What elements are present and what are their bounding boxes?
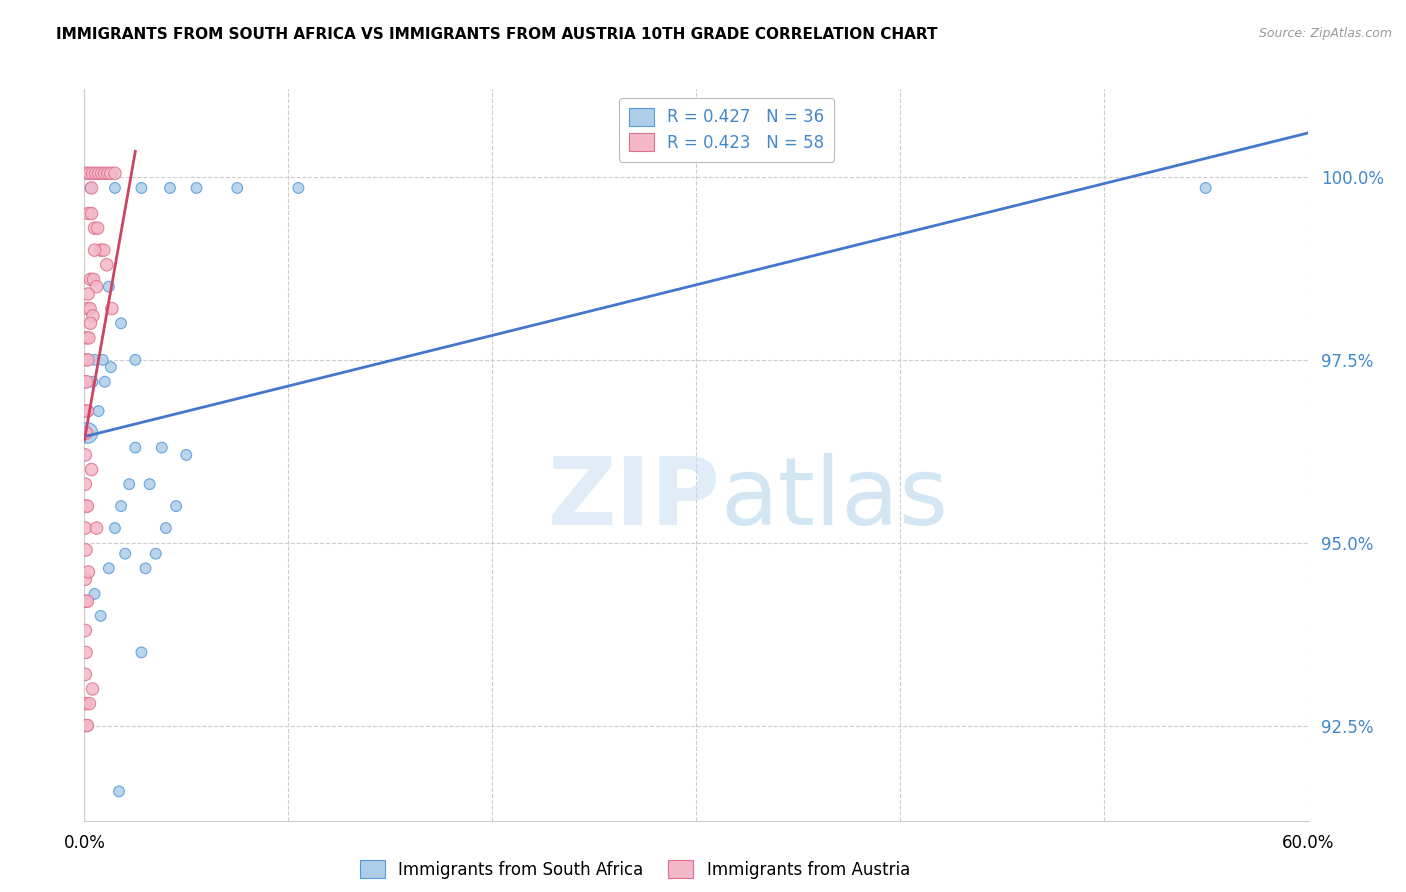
Point: [82, 681, 104, 696]
Point: [104, 166, 127, 180]
Point: [79, 166, 101, 180]
Point: [87, 404, 110, 418]
Point: [83, 272, 105, 286]
Point: [93, 243, 115, 257]
Legend: Immigrants from South Africa, Immigrants from Austria: Immigrants from South Africa, Immigrants…: [353, 854, 917, 886]
Point: [75, 697, 97, 711]
Point: [131, 181, 153, 195]
Point: [100, 166, 122, 180]
Point: [79, 181, 101, 195]
Text: IMMIGRANTS FROM SOUTH AFRICA VS IMMIGRANTS FROM AUSTRIA 10TH GRADE CORRELATION C: IMMIGRANTS FROM SOUTH AFRICA VS IMMIGRAN…: [56, 27, 938, 42]
Point: [101, 301, 124, 316]
Point: [159, 181, 181, 195]
Point: [114, 547, 136, 561]
Point: [97, 279, 120, 293]
Point: [76, 499, 98, 513]
Point: [110, 316, 132, 330]
Point: [93, 375, 117, 389]
Point: [76, 718, 98, 732]
Point: [75, 352, 97, 367]
Point: [124, 441, 146, 455]
Point: [79, 697, 101, 711]
Point: [76, 404, 98, 418]
Point: [174, 448, 197, 462]
Point: [76, 594, 98, 608]
Point: [96, 258, 118, 272]
Point: [97, 166, 120, 180]
Point: [77, 287, 100, 301]
Point: [108, 784, 131, 798]
Point: [80, 206, 103, 220]
Point: [75, 645, 97, 659]
Point: [82, 166, 104, 180]
Point: [86, 279, 108, 293]
Point: [83, 221, 105, 235]
Point: [186, 181, 208, 195]
Point: [77, 206, 100, 220]
Point: [1195, 181, 1218, 195]
Point: [86, 521, 108, 535]
Point: [77, 331, 100, 345]
Point: [100, 360, 122, 375]
Point: [75, 166, 97, 180]
Point: [75, 521, 97, 535]
Point: [79, 316, 101, 330]
Point: [77, 565, 100, 579]
Point: [75, 667, 97, 681]
Point: [84, 166, 107, 180]
Point: [75, 543, 97, 558]
Point: [118, 477, 141, 491]
Point: [104, 521, 127, 535]
Point: [75, 404, 97, 418]
Point: [131, 645, 153, 659]
Point: [75, 331, 97, 345]
Point: [75, 425, 97, 440]
Point: [90, 166, 112, 180]
Point: [75, 594, 97, 608]
Point: [76, 301, 98, 316]
Point: [79, 301, 101, 316]
Text: Source: ZipAtlas.com: Source: ZipAtlas.com: [1258, 27, 1392, 40]
Point: [104, 181, 127, 195]
Point: [150, 441, 173, 455]
Point: [80, 462, 103, 476]
Point: [77, 352, 100, 367]
Point: [83, 587, 105, 601]
Point: [93, 166, 117, 180]
Point: [76, 425, 98, 440]
Point: [77, 404, 100, 418]
Point: [75, 499, 97, 513]
Point: [79, 272, 101, 286]
Point: [110, 499, 132, 513]
Point: [165, 499, 187, 513]
Point: [75, 624, 97, 638]
Point: [145, 547, 167, 561]
Point: [75, 572, 97, 586]
Point: [287, 181, 309, 195]
Point: [138, 477, 160, 491]
Point: [155, 521, 177, 535]
Point: [135, 561, 157, 575]
Point: [80, 181, 103, 195]
Point: [83, 243, 105, 257]
Point: [75, 448, 97, 462]
Point: [75, 425, 97, 440]
Point: [83, 352, 105, 367]
Text: atlas: atlas: [720, 453, 949, 545]
Point: [75, 375, 97, 389]
Point: [124, 352, 146, 367]
Point: [90, 243, 112, 257]
Point: [82, 309, 104, 323]
Point: [82, 375, 104, 389]
Point: [76, 375, 98, 389]
Point: [91, 352, 114, 367]
Point: [90, 608, 112, 623]
Point: [87, 166, 110, 180]
Point: [75, 718, 97, 732]
Point: [75, 477, 97, 491]
Point: [97, 561, 120, 575]
Point: [226, 181, 249, 195]
Point: [86, 221, 108, 235]
Text: ZIP: ZIP: [547, 453, 720, 545]
